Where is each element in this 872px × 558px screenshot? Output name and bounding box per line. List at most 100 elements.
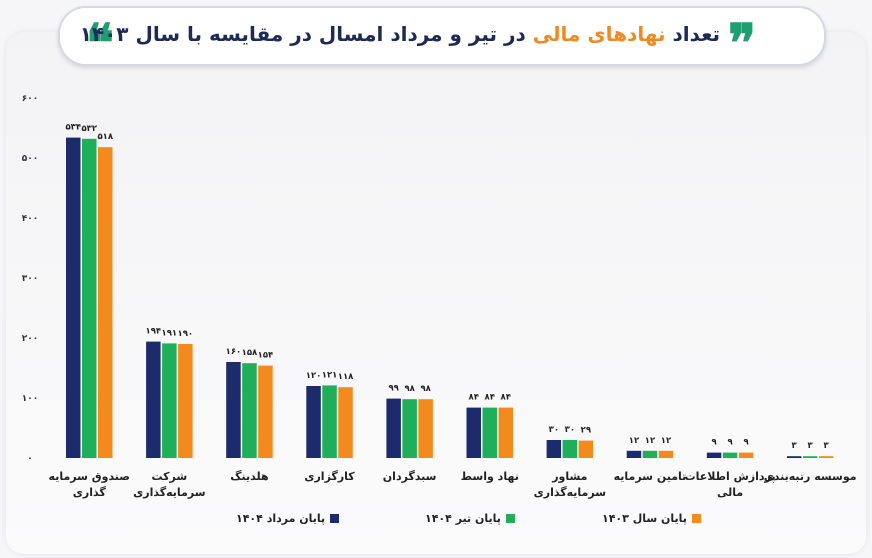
data-label: ۹۸ <box>404 384 415 394</box>
title-part-2: در تیر و مرداد امسال در مقایسه با سال ۱۴… <box>79 22 526 46</box>
y-tick-label: ۴۰۰ <box>22 214 38 224</box>
legend-label: پایان تیر ۱۴۰۴ <box>425 512 501 525</box>
data-label: ۱۹۴ <box>146 327 162 337</box>
bar <box>722 452 738 458</box>
category-label: مالی <box>717 486 743 499</box>
legend-item-tir-1404: پایان تیر ۱۴۰۴ <box>425 512 515 525</box>
y-tick-label: ۵۰۰ <box>22 154 38 164</box>
category-label: سرمایه‌گذاری <box>133 486 205 499</box>
bar <box>498 407 513 458</box>
bar <box>546 440 562 458</box>
data-label: ۹۹ <box>388 384 399 394</box>
bar <box>146 341 161 458</box>
legend-label: پایان مرداد ۱۴۰۴ <box>236 512 326 525</box>
data-label: ۸۴ <box>485 393 495 403</box>
data-label: ۱۹۱ <box>162 328 178 338</box>
bar <box>466 407 481 458</box>
bar <box>242 363 257 458</box>
data-label: ۱۲ <box>661 436 672 446</box>
quote-close-icon: ❞ <box>728 13 756 74</box>
legend: پایان مرداد ۱۴۰۴ پایان تیر ۱۴۰۴ پایان سا… <box>0 512 872 534</box>
category-label: مشاور <box>551 470 587 483</box>
data-label: ۱۲ <box>645 436 656 446</box>
category-label: کارگزاری <box>304 470 355 483</box>
category-label: گذاری <box>73 486 107 499</box>
bar <box>322 385 337 458</box>
bar <box>162 343 177 458</box>
category-label: تامین سرمایه <box>614 470 687 483</box>
data-label: ۱۲ <box>629 436 640 446</box>
bar <box>258 365 273 458</box>
bar <box>658 450 674 458</box>
title-highlight: نهادهای مالی <box>532 22 666 46</box>
data-label: ۳۰ <box>549 425 559 435</box>
category-label: نهاد واسط <box>461 470 519 483</box>
chart-card <box>6 32 866 554</box>
bar <box>226 362 241 458</box>
chart-title: تعداد نهادهای مالی در تیر و مرداد امسال … <box>80 22 720 46</box>
data-label: ۸۴ <box>501 393 511 403</box>
data-label: ۱۱۸ <box>338 372 354 382</box>
category-label: شرکت <box>151 470 187 483</box>
data-label: ۹۸ <box>420 384 431 394</box>
bar <box>642 450 658 458</box>
legend-swatch-navy <box>330 514 340 523</box>
quote-open-icon: ❝ <box>86 13 114 74</box>
data-label: ۸۴ <box>469 393 479 403</box>
legend-label: پایان سال ۱۴۰۳ <box>602 512 687 525</box>
bar <box>386 398 401 458</box>
data-label: ۳ <box>792 441 798 451</box>
legend-swatch-orange <box>691 514 701 523</box>
data-label: ۵۱۸ <box>97 132 113 142</box>
bar <box>66 137 81 458</box>
bar <box>306 386 321 458</box>
data-label: ۹ <box>711 438 717 448</box>
data-label: ۱۵۸ <box>242 348 258 358</box>
data-label: ۵۳۴ <box>65 123 81 133</box>
bar <box>98 147 113 458</box>
data-label: ۳۰ <box>565 425 575 435</box>
bar <box>82 138 97 459</box>
data-label: ۹ <box>743 438 749 448</box>
data-label: ۳ <box>824 441 830 451</box>
bar <box>338 387 353 458</box>
bar <box>626 450 642 458</box>
bar <box>786 456 802 458</box>
data-label: ۱۲۰ <box>306 371 322 381</box>
y-tick-label: ۱۰۰ <box>22 394 38 404</box>
data-label: ۲۹ <box>581 426 592 436</box>
data-label: ۳ <box>808 441 814 451</box>
category-label: هلدینگ <box>230 469 268 483</box>
bar <box>578 440 594 458</box>
y-tick-label: ۶۰۰ <box>22 94 38 104</box>
y-tick-label: ۲۰۰ <box>22 334 38 344</box>
category-label: سبدگردان <box>383 470 437 483</box>
data-label: ۱۶۰ <box>226 347 242 357</box>
bar <box>562 440 578 458</box>
bar <box>706 452 722 458</box>
data-label: ۵۳۲ <box>81 124 97 134</box>
bar <box>482 407 497 458</box>
title-banner: ❝ تعداد نهادهای مالی در تیر و مرداد امسا… <box>58 6 826 70</box>
legend-swatch-green <box>505 514 515 523</box>
data-label: ۱۵۴ <box>258 351 274 361</box>
category-label: صندوق سرمایه <box>49 470 130 483</box>
category-label: پردازش اطلاعات <box>685 470 776 483</box>
bar <box>418 399 433 458</box>
data-label: ۱۲۱ <box>322 370 338 380</box>
bar <box>802 456 818 458</box>
bar <box>178 344 193 458</box>
legend-item-sal-1403: پایان سال ۱۴۰۳ <box>602 512 701 525</box>
y-tick-label: ۰ <box>27 454 33 464</box>
data-label: ۱۹۰ <box>178 329 194 339</box>
bar <box>818 456 834 458</box>
category-label: موسسه رتبه‌بندی <box>764 470 857 483</box>
data-label: ۹ <box>727 438 733 448</box>
legend-item-mordad-1404: پایان مرداد ۱۴۰۴ <box>236 512 340 525</box>
bar <box>738 452 754 458</box>
title-part-1: تعداد <box>672 22 720 46</box>
y-tick-label: ۳۰۰ <box>22 274 38 284</box>
category-label: سرمایه‌گذاری <box>534 486 606 499</box>
bar <box>402 399 417 458</box>
